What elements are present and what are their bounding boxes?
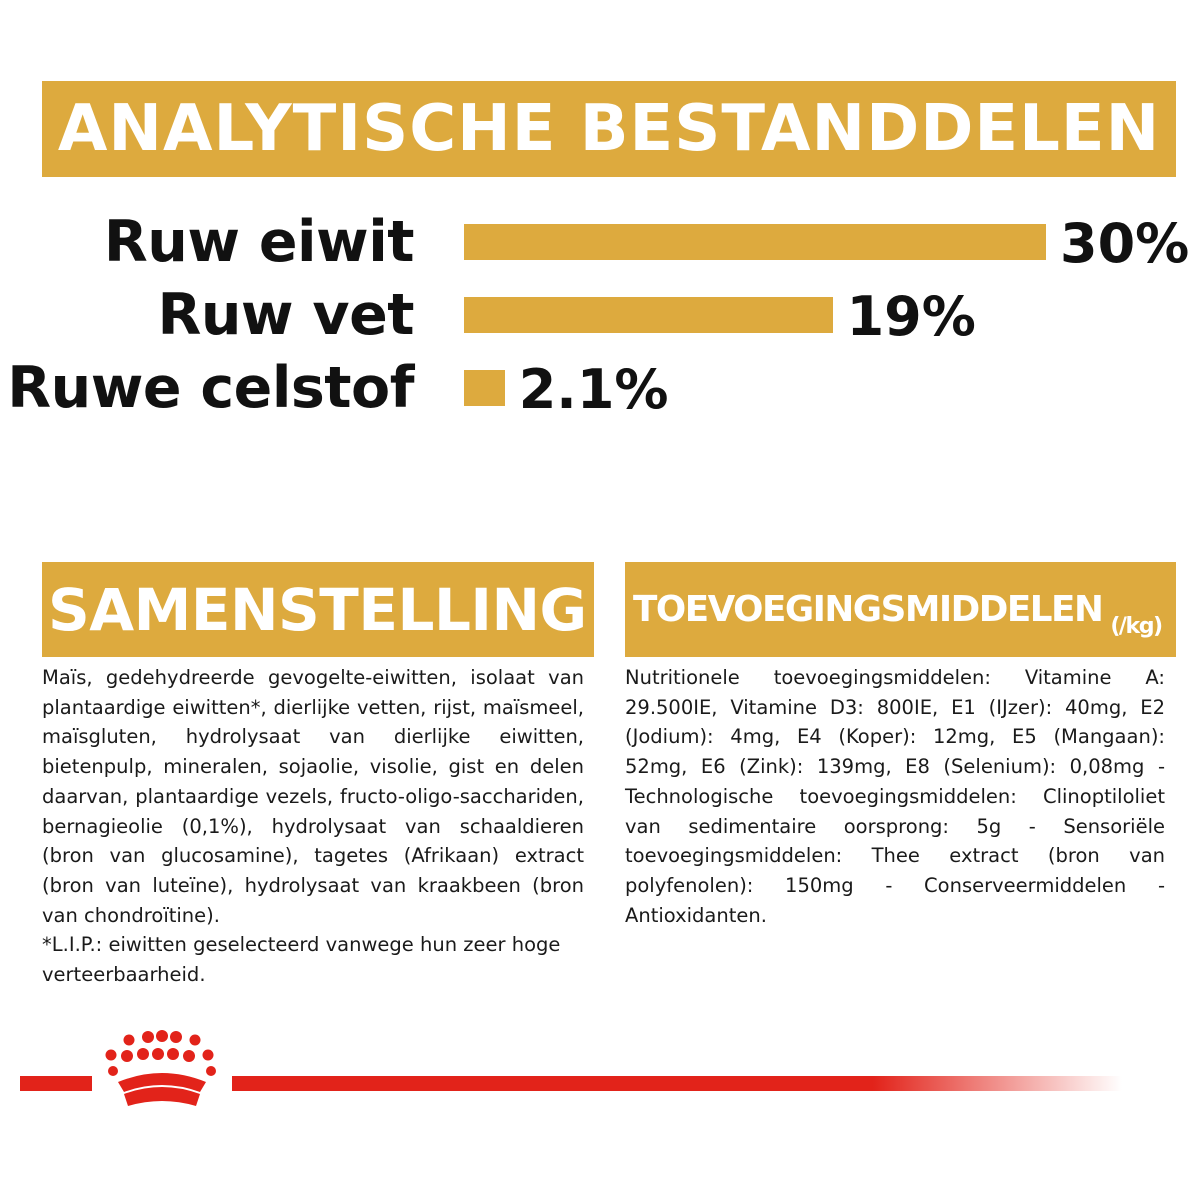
additives-title: TOEVOEGINGSMIDDELEN	[633, 589, 1104, 630]
composition-title: SAMENSTELLING	[48, 575, 587, 644]
nutrient-value-label: 2.1%	[518, 358, 669, 421]
crown-icon	[105, 1030, 216, 1106]
composition-text: Maïs, gedehydreerde gevogelte-eiwitten, …	[42, 666, 584, 927]
nutrient-value-label: 19%	[846, 285, 976, 348]
nutrient-label: Ruwe celstof	[7, 355, 414, 421]
footer-line-right	[232, 1076, 1122, 1091]
page-title: ANALYTISCHE BESTANDDELEN	[57, 92, 1161, 166]
additives-text-block: Nutritionele toevoegingsmiddelen: Vitami…	[625, 663, 1165, 930]
page-title-banner: ANALYTISCHE BESTANDDELEN	[42, 81, 1176, 177]
nutrient-label: Ruw eiwit	[103, 209, 415, 275]
additives-banner: TOEVOEGINGSMIDDELEN (/kg)	[625, 562, 1176, 657]
composition-text-block: Maïs, gedehydreerde gevogelte-eiwitten, …	[42, 663, 584, 990]
nutrient-bar	[464, 224, 1046, 260]
composition-banner: SAMENSTELLING	[42, 562, 594, 657]
nutrient-bar	[464, 370, 505, 406]
composition-note: *L.I.P.: eiwitten geselecteerd vanwege h…	[42, 933, 561, 987]
nutrient-value-label: 30%	[1060, 212, 1190, 275]
footer-line-left	[20, 1076, 92, 1091]
additives-text: Nutritionele toevoegingsmiddelen: Vitami…	[625, 666, 1165, 927]
nutrient-bar	[464, 297, 833, 333]
nutrient-label: Ruw vet	[157, 282, 414, 348]
additives-unit: (/kg)	[1110, 613, 1163, 639]
